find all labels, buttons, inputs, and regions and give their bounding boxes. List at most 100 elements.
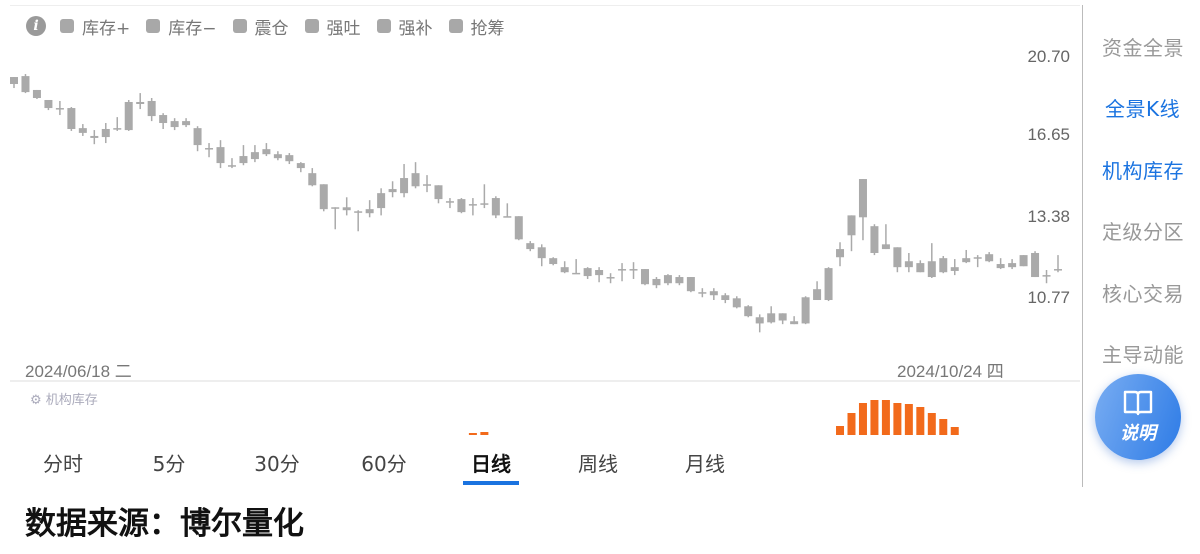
candle bbox=[342, 197, 351, 216]
candle bbox=[950, 259, 959, 276]
candle bbox=[549, 257, 558, 266]
candle bbox=[663, 274, 672, 286]
candle bbox=[365, 200, 374, 218]
indicator-bar bbox=[847, 413, 856, 435]
candle bbox=[629, 262, 638, 279]
candle bbox=[881, 224, 890, 250]
candle bbox=[136, 93, 145, 110]
candle bbox=[1054, 255, 1062, 273]
book-icon bbox=[1123, 390, 1153, 416]
candle bbox=[939, 256, 948, 274]
candle bbox=[239, 145, 248, 166]
candle bbox=[583, 267, 592, 279]
candlestick-chart bbox=[10, 74, 1062, 435]
candle bbox=[67, 107, 76, 131]
candle bbox=[1031, 251, 1040, 278]
candle bbox=[893, 247, 902, 273]
candle bbox=[445, 198, 454, 209]
legend-item[interactable]: 库存− bbox=[146, 14, 217, 39]
price-tick: 16.65 bbox=[1027, 125, 1070, 144]
candle bbox=[205, 143, 214, 158]
candle bbox=[675, 275, 684, 286]
legend-label: 库存− bbox=[168, 18, 217, 39]
candle bbox=[216, 140, 225, 169]
sidebar-divider bbox=[1082, 5, 1083, 487]
sidebar-item-kline[interactable]: 全景K线 bbox=[1105, 97, 1181, 121]
sidebar-item-fund-overview[interactable]: 资金全景 bbox=[1102, 36, 1184, 60]
candle bbox=[480, 184, 489, 209]
indicator-bar bbox=[480, 432, 489, 435]
legend-item[interactable]: 强补 bbox=[376, 14, 433, 39]
candle bbox=[491, 196, 500, 219]
start-date: 2024/06/18 二 bbox=[25, 362, 132, 381]
legend-item[interactable]: 库存+ bbox=[60, 14, 130, 39]
tab-weekly[interactable]: 周线 bbox=[578, 452, 618, 476]
candle bbox=[32, 89, 41, 99]
candle bbox=[801, 296, 810, 325]
sidebar-item-core-trade[interactable]: 核心交易 bbox=[1102, 282, 1184, 306]
legend-item[interactable]: 强吐 bbox=[304, 14, 361, 39]
indicator-bar bbox=[904, 404, 913, 435]
panel-divider bbox=[10, 380, 1080, 382]
indicator-bar bbox=[836, 426, 845, 435]
tab-5min[interactable]: 5分 bbox=[152, 452, 186, 476]
candle bbox=[790, 316, 799, 325]
candle bbox=[709, 288, 718, 301]
period-tabs: 分时 5分 30分 60分 日线 周线 月线 bbox=[0, 448, 1080, 488]
indicator-bar bbox=[468, 433, 477, 435]
candle bbox=[468, 198, 477, 216]
candle bbox=[1042, 270, 1051, 284]
end-date: 2024/10/24 四 bbox=[897, 362, 1004, 381]
indicator-label[interactable]: ⚙ 机构库存 bbox=[30, 389, 98, 408]
sidebar-item-momentum[interactable]: 主导动能 bbox=[1102, 343, 1184, 367]
candle bbox=[262, 143, 271, 157]
candle bbox=[985, 252, 994, 263]
candle bbox=[503, 203, 512, 218]
indicator-bar bbox=[927, 413, 936, 435]
candle bbox=[973, 255, 982, 268]
candle bbox=[90, 130, 99, 145]
tab-daily[interactable]: 日线 bbox=[463, 448, 519, 485]
indicator-name: 机构库存 bbox=[45, 393, 98, 408]
candle bbox=[296, 162, 305, 173]
candle bbox=[1008, 259, 1017, 270]
gear-icon: ⚙ bbox=[30, 393, 42, 408]
help-label: 说明 bbox=[1120, 423, 1156, 444]
candle bbox=[44, 99, 53, 111]
tab-30min[interactable]: 30分 bbox=[254, 452, 300, 476]
sidebar-item-grading[interactable]: 定级分区 bbox=[1102, 220, 1184, 244]
candle bbox=[904, 252, 913, 273]
candle bbox=[411, 162, 420, 189]
legend: i 库存+ 库存− 震仓 强吐 强补 抢筹 bbox=[26, 14, 521, 39]
indicator-bar bbox=[939, 419, 948, 435]
candle bbox=[10, 77, 18, 89]
candle bbox=[273, 151, 282, 161]
candle bbox=[182, 118, 191, 128]
legend-label: 抢筹 bbox=[470, 18, 505, 39]
candle bbox=[858, 179, 867, 241]
sidebar-item-inventory[interactable]: 机构库存 bbox=[1102, 159, 1184, 183]
legend-swatch-icon bbox=[448, 19, 463, 33]
indicator-bar bbox=[916, 407, 925, 435]
candle bbox=[996, 258, 1005, 270]
legend-item[interactable]: 震仓 bbox=[232, 14, 289, 39]
candle bbox=[927, 243, 936, 279]
tab-fenshi[interactable]: 分时 bbox=[43, 452, 83, 476]
help-button[interactable]: 说明 bbox=[1095, 374, 1181, 460]
candle bbox=[836, 242, 845, 267]
candle bbox=[847, 215, 856, 252]
price-tick: 13.38 bbox=[1027, 207, 1070, 226]
legend-item[interactable]: 抢筹 bbox=[448, 14, 505, 39]
candle bbox=[170, 118, 179, 131]
tab-monthly[interactable]: 月线 bbox=[685, 452, 725, 476]
tab-60min[interactable]: 60分 bbox=[361, 452, 407, 476]
legend-label: 强补 bbox=[398, 18, 433, 39]
info-icon[interactable]: i bbox=[26, 16, 46, 36]
candle bbox=[916, 260, 925, 273]
candle bbox=[124, 99, 133, 131]
candle bbox=[354, 210, 363, 232]
legend-swatch-icon bbox=[232, 19, 247, 33]
legend-swatch-icon bbox=[60, 19, 74, 33]
candle bbox=[159, 113, 168, 129]
candle bbox=[457, 198, 466, 214]
